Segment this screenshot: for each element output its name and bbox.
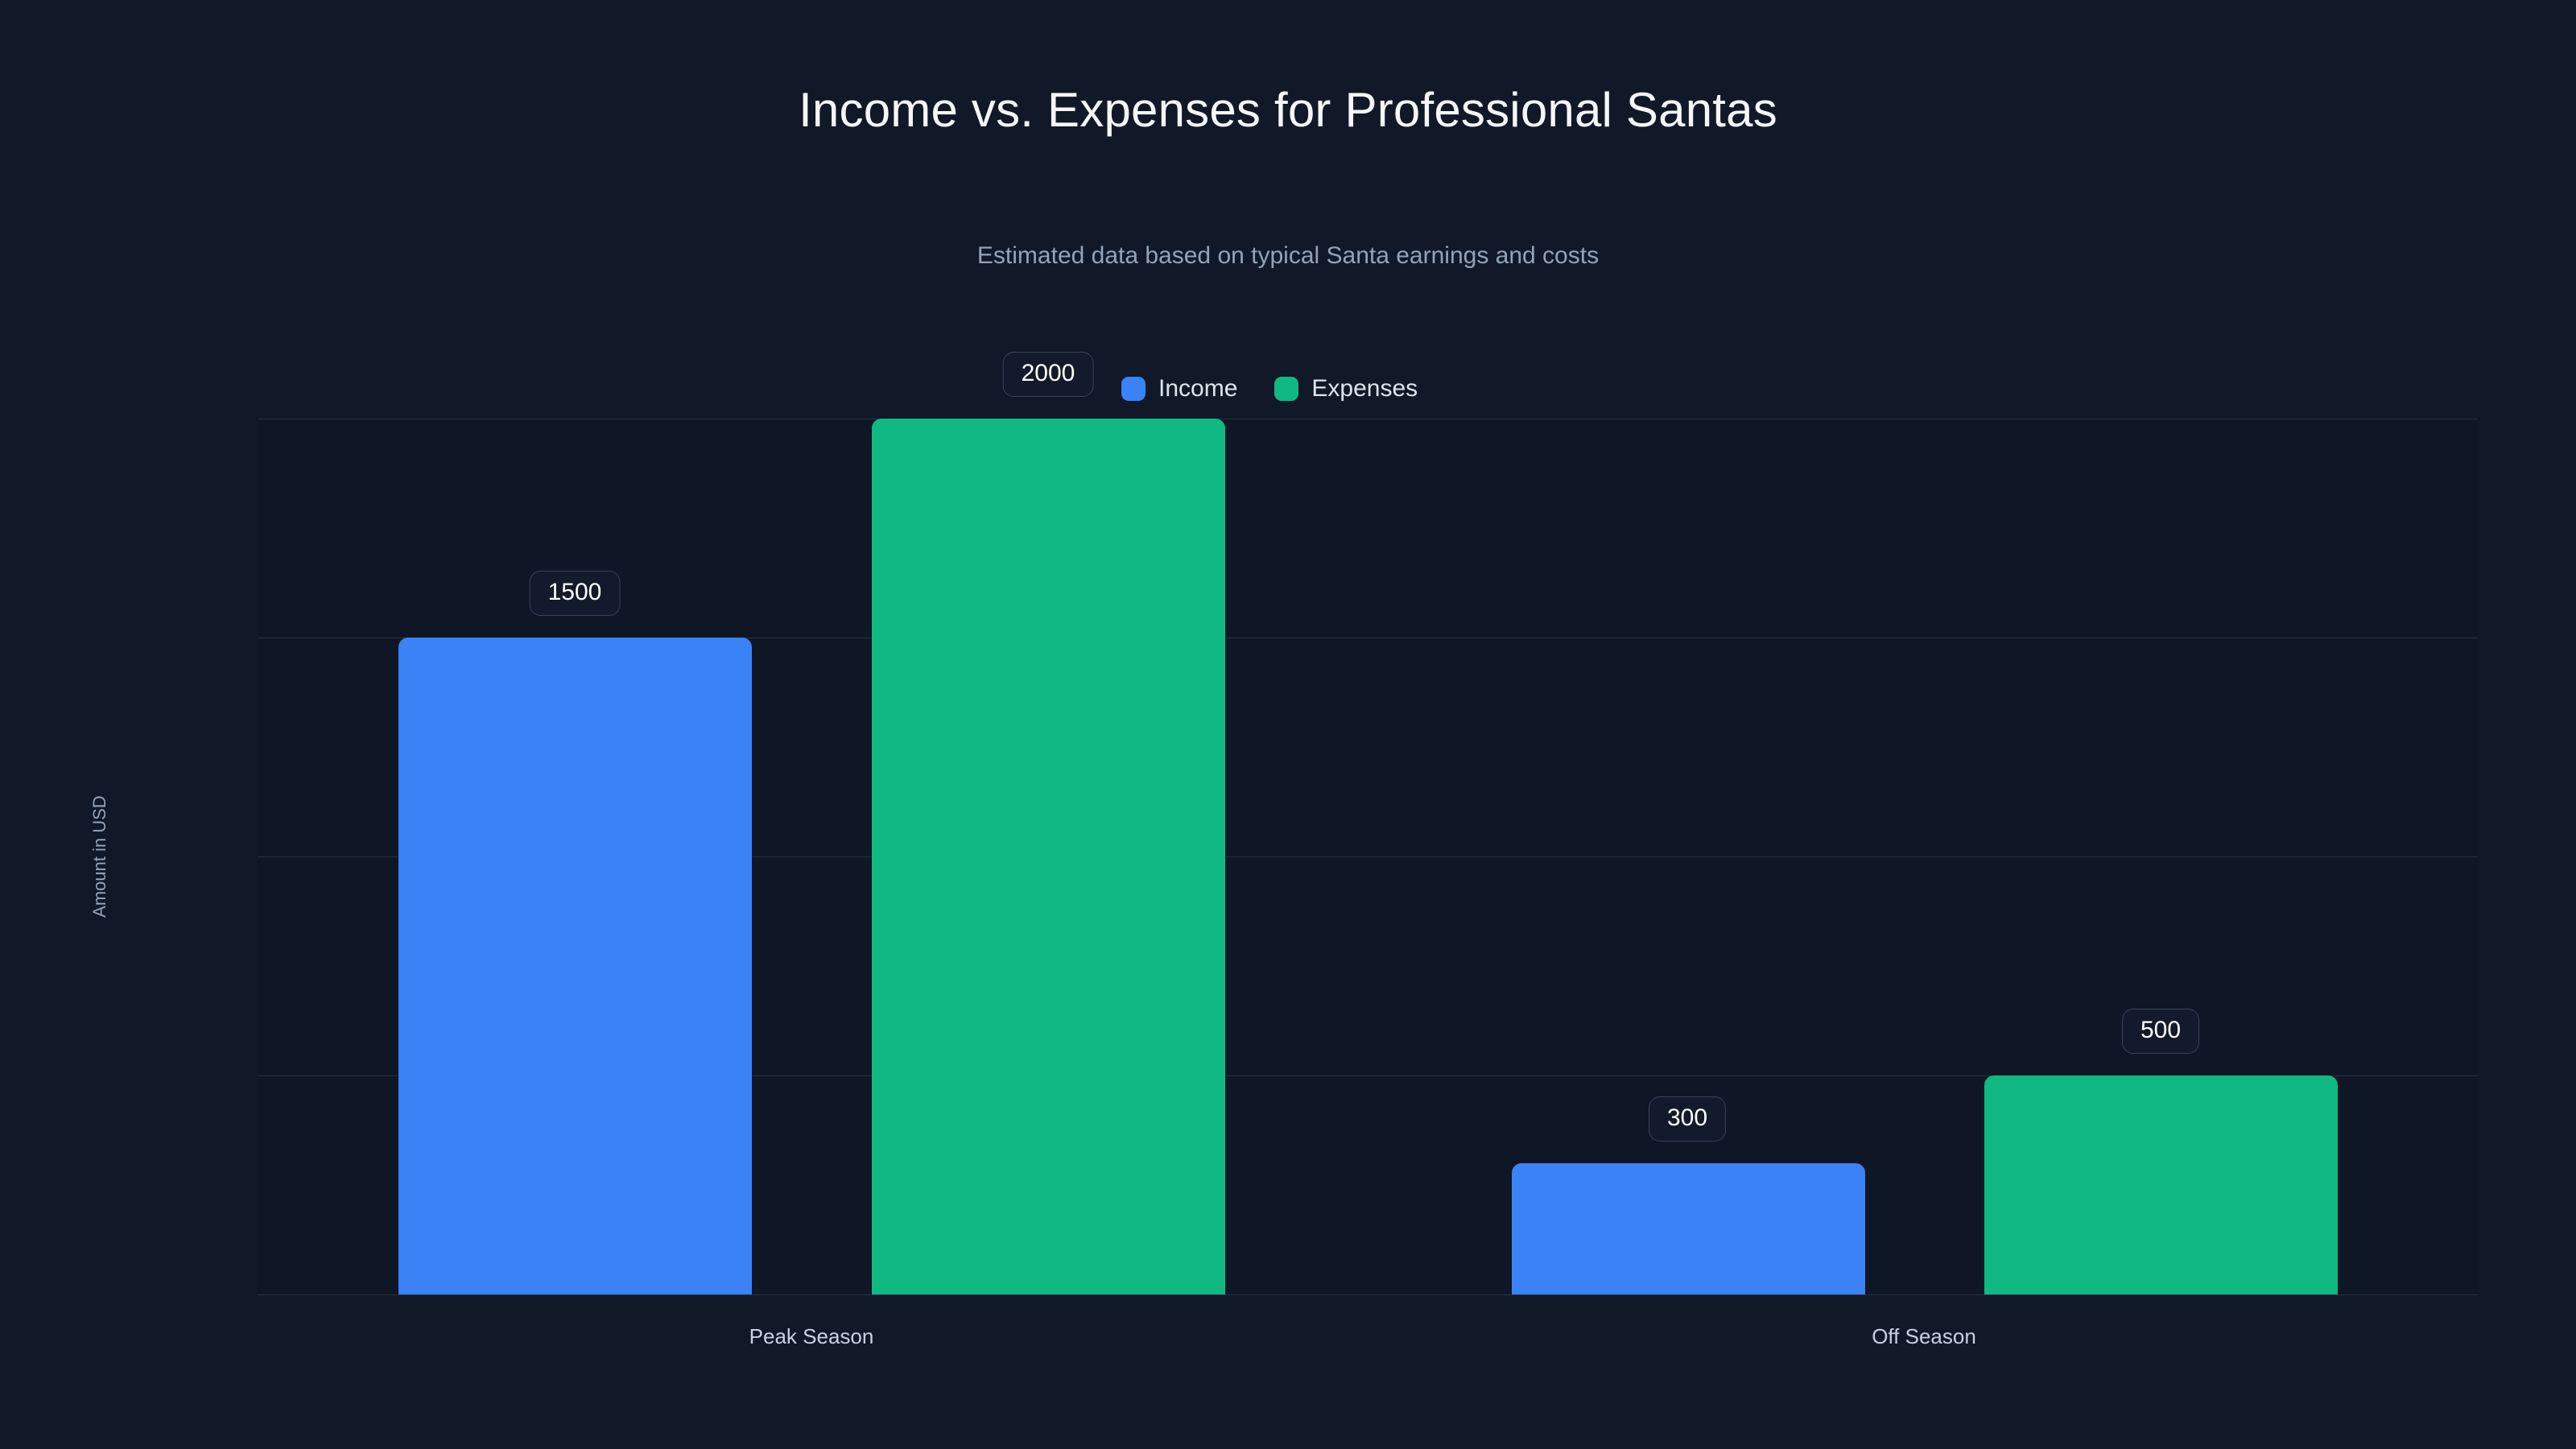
value-badge-peak-season-income: 1500 [529,571,621,616]
plot-area [258,419,2478,1294]
bar-off-season-expenses[interactable] [1984,1075,2338,1294]
gridline-500 [258,1075,2478,1076]
gridline-zero-baseline [258,1294,2478,1295]
value-badge-off-season-expenses: 500 [2121,1009,2200,1054]
legend-item-expenses[interactable]: Expenses [1274,377,1418,401]
bar-peak-season-income[interactable] [398,638,752,1294]
value-badge-peak-season-expenses: 2000 [1002,352,1094,397]
bar-peak-season-expenses[interactable] [872,419,1225,1294]
legend-label-income: Income [1158,375,1238,402]
x-tick-label-off-season: Off Season [1872,1324,1976,1348]
legend-swatch-expenses-icon [1274,377,1299,401]
chart-subtitle: Estimated data based on typical Santa ea… [976,242,1600,269]
value-badge-off-season-income: 300 [1648,1096,1727,1141]
legend-item-income[interactable]: Income [1121,377,1237,401]
page-title: Income vs. Expenses for Professional San… [799,83,1777,137]
chart-legend: Income Expenses [1121,377,1418,401]
x-tick-label-peak-season: Peak Season [749,1324,874,1348]
legend-label-expenses: Expenses [1311,375,1418,402]
legend-swatch-income-icon [1121,377,1146,401]
y-axis-title: Amount in USD [89,795,109,918]
bar-off-season-income[interactable] [1512,1163,1865,1294]
